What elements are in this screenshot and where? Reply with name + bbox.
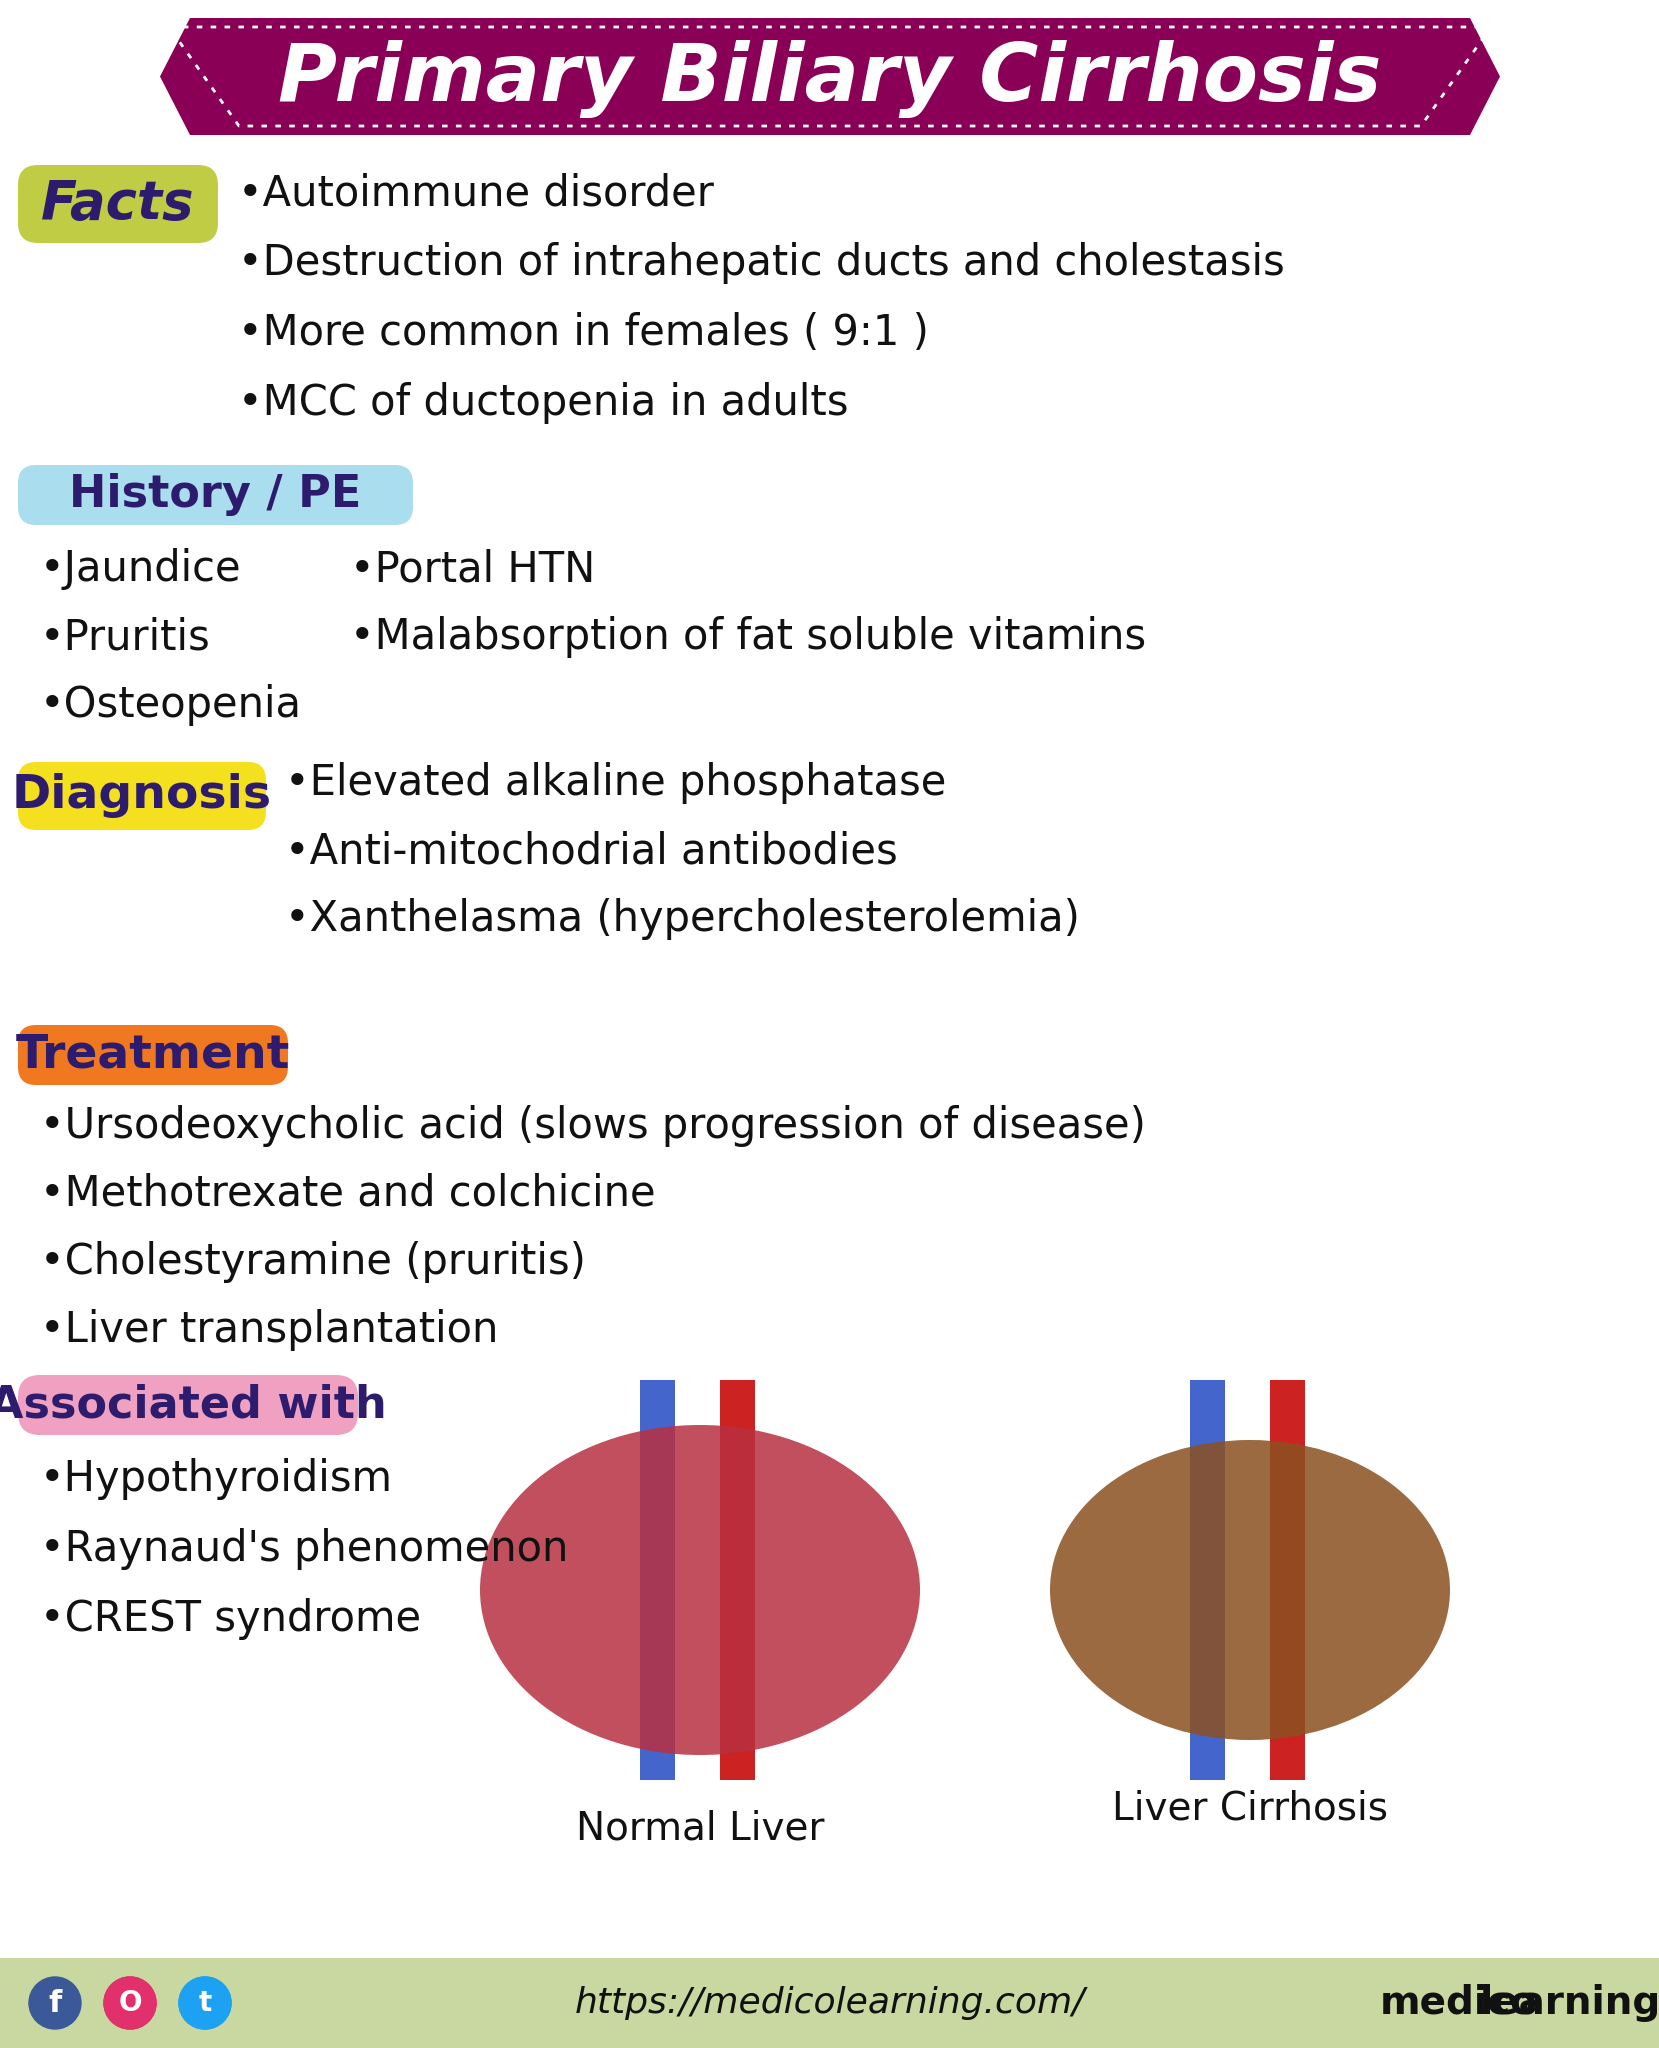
Text: •CREST syndrome: •CREST syndrome — [40, 1597, 421, 1640]
FancyBboxPatch shape — [18, 762, 265, 829]
Circle shape — [105, 1976, 156, 2030]
Text: •More common in females ( 9:1 ): •More common in females ( 9:1 ) — [237, 311, 929, 354]
Text: f: f — [48, 1989, 61, 2017]
Text: •Xanthelasma (hypercholesterolemia): •Xanthelasma (hypercholesterolemia) — [285, 897, 1080, 940]
Text: •Destruction of intrahepatic ducts and cholestasis: •Destruction of intrahepatic ducts and c… — [237, 242, 1284, 285]
Circle shape — [105, 1976, 156, 2030]
Text: •Pruritis: •Pruritis — [40, 616, 211, 657]
Ellipse shape — [479, 1425, 921, 1755]
Text: •Ursodeoxycholic acid (slows progression of disease): •Ursodeoxycholic acid (slows progression… — [40, 1106, 1146, 1147]
Text: •Portal HTN: •Portal HTN — [350, 549, 596, 590]
Bar — [720, 1380, 755, 1780]
Bar — [1190, 1380, 1224, 1780]
Text: Liver Cirrhosis: Liver Cirrhosis — [1112, 1790, 1389, 1829]
Text: •Osteopenia: •Osteopenia — [40, 684, 302, 725]
Polygon shape — [191, 18, 1470, 135]
Text: t: t — [199, 1989, 212, 2017]
Text: Treatment: Treatment — [17, 1032, 290, 1077]
FancyBboxPatch shape — [18, 1024, 289, 1085]
FancyBboxPatch shape — [18, 1374, 358, 1436]
Text: medico: medico — [1380, 1985, 1538, 2021]
Circle shape — [179, 1976, 231, 2030]
Polygon shape — [1430, 18, 1500, 135]
Text: •Malabsorption of fat soluble vitamins: •Malabsorption of fat soluble vitamins — [350, 616, 1146, 657]
Bar — [640, 1380, 675, 1780]
FancyBboxPatch shape — [18, 465, 413, 524]
Text: •Jaundice: •Jaundice — [40, 549, 242, 590]
Text: Facts: Facts — [41, 178, 194, 229]
Circle shape — [28, 1976, 81, 2030]
Text: •Elevated alkaline phosphatase: •Elevated alkaline phosphatase — [285, 762, 946, 805]
Text: learning: learning — [1480, 1985, 1659, 2021]
FancyBboxPatch shape — [18, 166, 217, 244]
Ellipse shape — [1050, 1440, 1450, 1741]
Text: •Liver transplantation: •Liver transplantation — [40, 1309, 498, 1352]
Text: Diagnosis: Diagnosis — [12, 774, 272, 819]
Text: •Cholestyramine (pruritis): •Cholestyramine (pruritis) — [40, 1241, 586, 1282]
Bar — [0, 1958, 1659, 2048]
Text: •Anti-mitochodrial antibodies: •Anti-mitochodrial antibodies — [285, 829, 898, 872]
Text: •Methotrexate and colchicine: •Methotrexate and colchicine — [40, 1174, 655, 1214]
Text: •Autoimmune disorder: •Autoimmune disorder — [237, 172, 713, 213]
Circle shape — [179, 1976, 231, 2030]
Bar — [1271, 1380, 1306, 1780]
Text: Associated with: Associated with — [0, 1384, 387, 1427]
Text: •Hypothyroidism: •Hypothyroidism — [40, 1458, 393, 1499]
Text: History / PE: History / PE — [70, 473, 362, 516]
Text: O: O — [118, 1989, 141, 2017]
Text: https://medicolearning.com/: https://medicolearning.com/ — [574, 1987, 1085, 2019]
Polygon shape — [159, 18, 231, 135]
Text: •Raynaud's phenomenon: •Raynaud's phenomenon — [40, 1528, 569, 1571]
Text: •MCC of ductopenia in adults: •MCC of ductopenia in adults — [237, 383, 848, 424]
Text: Normal Liver: Normal Liver — [576, 1810, 825, 1847]
Text: Primary Biliary Cirrhosis: Primary Biliary Cirrhosis — [279, 41, 1382, 119]
